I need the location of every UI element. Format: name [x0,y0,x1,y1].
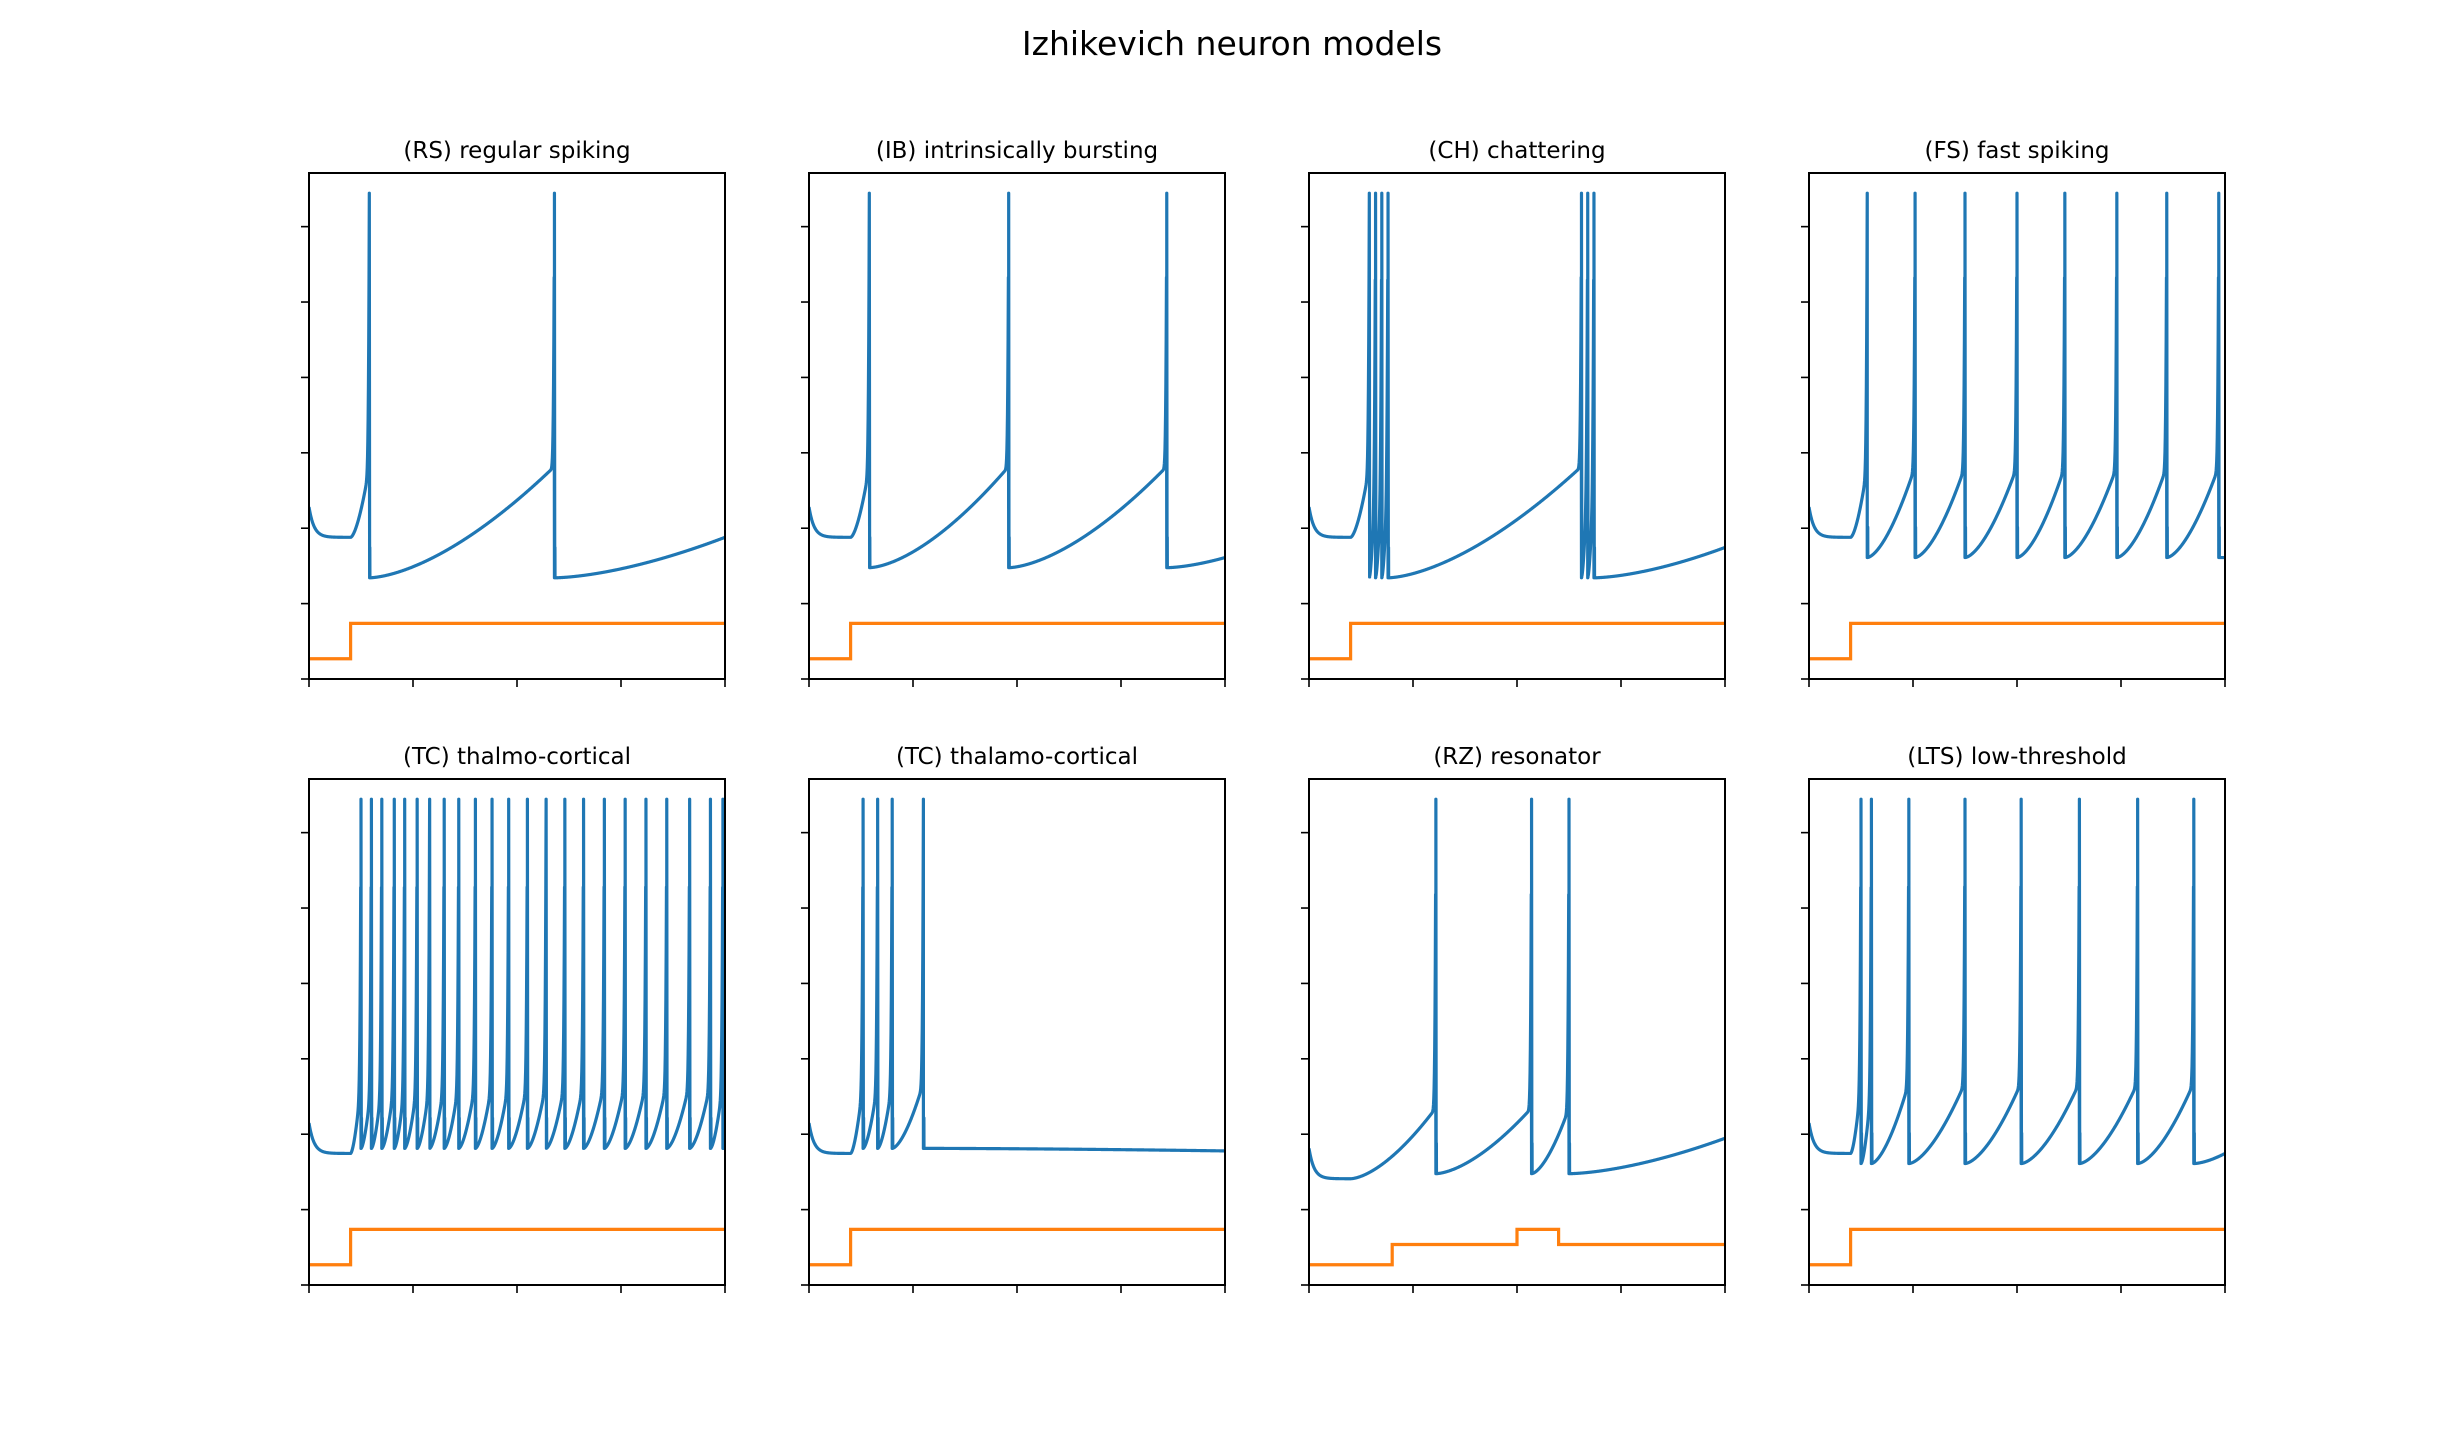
axes-frame [308,172,726,680]
current-trace [809,1227,1225,1267]
current-trace [1809,621,2225,661]
panels-grid: (RS) regular spiking (IB) intrinsically b… [301,138,2226,1293]
current-trace [809,621,1225,661]
figure-title: Izhikevich neuron models [1022,24,1442,63]
panel-7: (RZ) resonator [1301,744,1726,1293]
voltage-trace [809,191,1225,570]
panel-title: (TC) thalmo-cortical [403,744,631,770]
voltage-trace [1809,191,2225,560]
panel-4: (FS) fast spiking [1801,138,2226,687]
axes-frame [808,778,1226,1286]
panel-title: (RS) regular spiking [403,138,630,164]
voltage-trace [1309,797,1725,1181]
voltage-trace [309,191,725,580]
voltage-trace [309,797,725,1156]
panel-title: (FS) fast spiking [1924,138,2109,164]
panel-title: (TC) thalamo-cortical [896,744,1138,770]
current-trace [1309,1227,1725,1267]
current-trace [1309,621,1725,661]
panel-title: (LTS) low-threshold [1907,744,2126,770]
panel-3: (CH) chattering [1301,138,1726,687]
current-trace [309,1227,725,1267]
axes-frame [808,172,1226,680]
panel-title: (CH) chattering [1428,138,1605,164]
panel-5: (TC) thalmo-cortical [301,744,726,1293]
current-trace [309,621,725,661]
panel-6: (TC) thalamo-cortical [801,744,1226,1293]
axes-frame [1308,778,1726,1286]
panel-title: (IB) intrinsically bursting [876,138,1158,164]
panel-8: (LTS) low-threshold [1801,744,2226,1293]
voltage-trace [1809,797,2225,1166]
panel-2: (IB) intrinsically bursting [801,138,1226,687]
panel-title: (RZ) resonator [1433,744,1601,770]
current-trace [1809,1227,2225,1267]
voltage-trace [1309,191,1725,580]
panel-1: (RS) regular spiking [301,138,726,687]
axes-frame [1308,172,1726,680]
voltage-trace [809,797,1225,1156]
